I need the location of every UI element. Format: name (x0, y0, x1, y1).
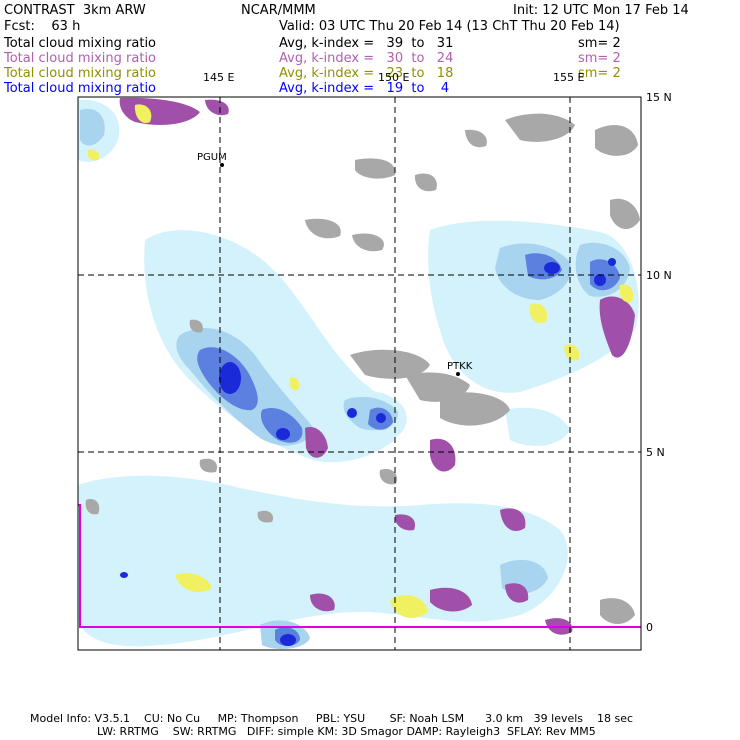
legend-stat-1: Avg, k-index = 39 to 31 (279, 36, 454, 51)
forecast-hour: Fcst: 63 h (4, 19, 81, 34)
lon-label-145e: 145 E (203, 71, 235, 84)
legend-stat-3: Avg, k-index = 23 to 18 (279, 66, 454, 81)
lat-label-10n: 10 N (646, 269, 672, 282)
lat-label-5n: 5 N (646, 446, 665, 459)
land-areas (85, 113, 640, 625)
legend-stat-4: Avg, k-index = 19 to 4 (279, 81, 450, 96)
station-label-pgum: PGUM (197, 152, 227, 163)
lon-label-155e: 155 E (553, 71, 585, 84)
model-info-line-1: Model Info: V3.5.1 CU: No Cu MP: Thompso… (30, 712, 634, 725)
organization-title: NCAR/MMM (241, 3, 316, 18)
lat-label-15n: 15 N (646, 91, 672, 104)
init-time: Init: 12 UTC Mon 17 Feb 14 (513, 3, 689, 18)
legend-field-4: Total cloud mixing ratio (4, 81, 157, 96)
model-title: CONTRAST 3km ARW (4, 3, 146, 18)
low-level-clouds (87, 104, 634, 618)
map-frame (77, 96, 642, 651)
station-label-ptkk: PTKK (447, 361, 473, 372)
model-info-line-2: LW: RRTMG SW: RRTMG DIFF: simple KM: 3D … (97, 725, 596, 738)
station-marker-ptkk (456, 372, 460, 376)
domain-boundary-line (78, 504, 641, 628)
legend-field-1: Total cloud mixing ratio (4, 36, 157, 51)
lat-label-equator: 0 (646, 621, 653, 634)
legend-field-2: Total cloud mixing ratio (4, 51, 157, 66)
valid-time: Valid: 03 UTC Thu 20 Feb 14 (13 ChT Thu … (279, 19, 620, 34)
station-marker-pgum (220, 163, 224, 167)
lon-label-150e: 150 E (378, 71, 410, 84)
legend-sm-2: sm= 2 (578, 51, 621, 66)
legend-stat-2: Avg, k-index = 30 to 24 (279, 51, 454, 66)
legend-sm-3: sm= 2 (578, 66, 621, 81)
legend-sm-1: sm= 2 (578, 36, 621, 51)
cloud-field-core (120, 258, 616, 646)
legend-field-3: Total cloud mixing ratio (4, 66, 157, 81)
